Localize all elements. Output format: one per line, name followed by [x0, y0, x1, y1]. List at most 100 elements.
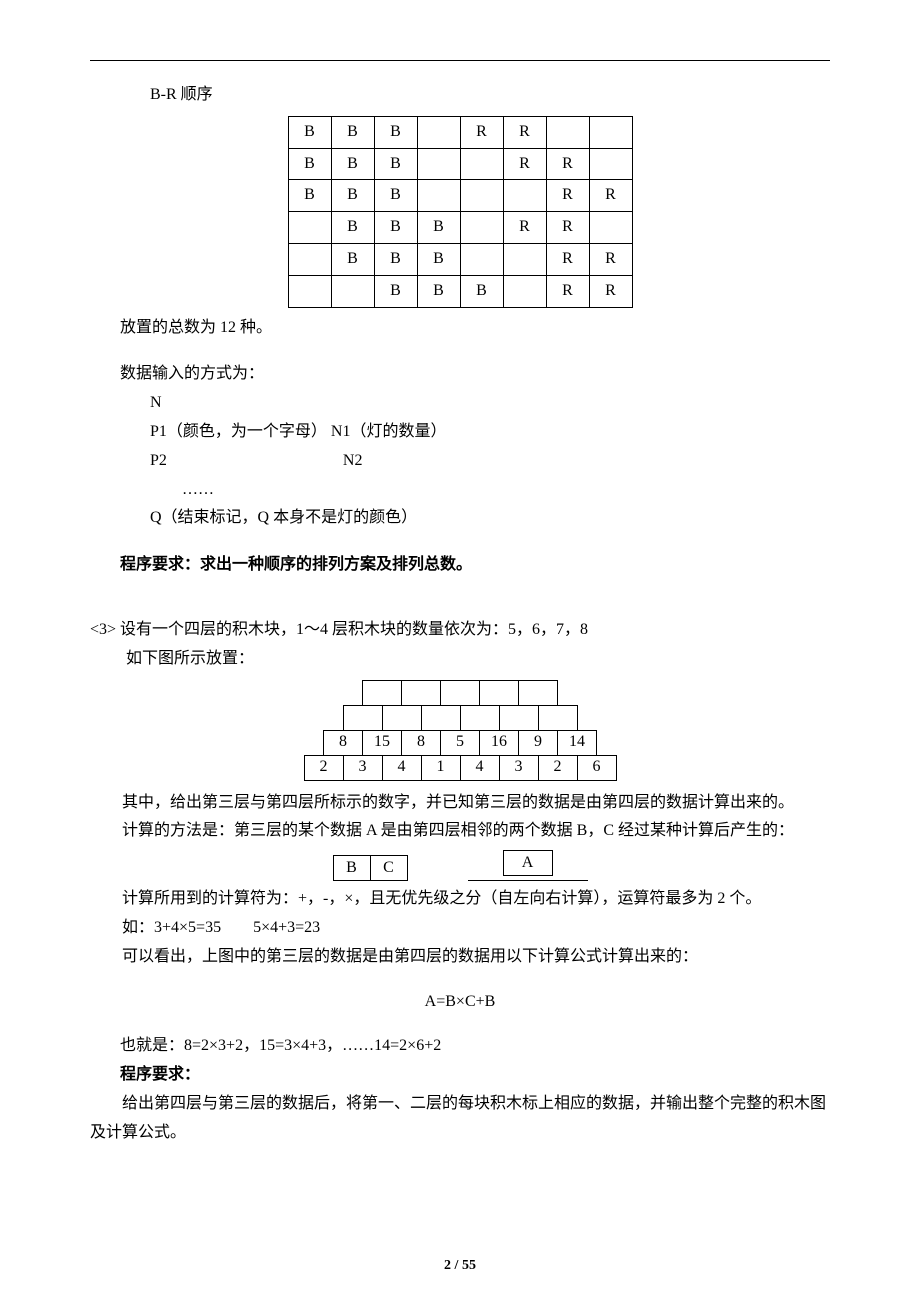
- a-underline: [468, 880, 588, 881]
- pyramid-cell: [343, 705, 383, 731]
- input-line: Q（结束标记，Q 本身不是灯的颜色）: [150, 504, 830, 533]
- table-row: BBBRR: [288, 180, 632, 212]
- header-rule: [90, 60, 830, 61]
- table-cell: R: [546, 180, 589, 212]
- pyramid-cell: [460, 705, 500, 731]
- page-total: 55: [462, 1258, 476, 1273]
- table-cell: [288, 243, 331, 275]
- bc-column: B C: [333, 855, 408, 881]
- problem3-line1: <3> 设有一个四层的积木块，1～4 层积木块的数量依次为：5，6，7，8: [90, 616, 830, 645]
- table-cell: [546, 116, 589, 148]
- table-cell: B: [288, 116, 331, 148]
- req-body: 给出第四层与第三层的数据后，将第一、二层的每块积木标上相应的数据，并输出整个完整…: [90, 1090, 830, 1148]
- table-cell: R: [546, 212, 589, 244]
- c-box: C: [370, 855, 408, 881]
- table-cell: [460, 180, 503, 212]
- table-cell: R: [503, 212, 546, 244]
- table-cell: [288, 212, 331, 244]
- table-cell: R: [589, 275, 632, 307]
- a-box: A: [503, 850, 553, 876]
- table-cell: [460, 212, 503, 244]
- pyramid-cell: [499, 705, 539, 731]
- table-cell: B: [331, 212, 374, 244]
- input-line: N: [150, 389, 830, 418]
- thatis-line: 也就是：8=2×3+2，15=3×4+3，……14=2×6+2: [120, 1032, 830, 1061]
- table-cell: B: [417, 275, 460, 307]
- table-cell: [503, 180, 546, 212]
- table-cell: [589, 116, 632, 148]
- table-cell: B: [374, 180, 417, 212]
- table-cell: [589, 212, 632, 244]
- a-column: A: [468, 850, 588, 881]
- table-cell: [460, 243, 503, 275]
- table-cell: [417, 180, 460, 212]
- pyramid-cell: 16: [479, 730, 519, 756]
- table-cell: [589, 148, 632, 180]
- example-line: 如：3+4×5=35 5×4+3=23: [90, 914, 830, 943]
- explain2: 计算的方法是：第三层的某个数据 A 是由第四层相邻的两个数据 B，C 经过某种计…: [90, 817, 830, 846]
- table-cell: [417, 148, 460, 180]
- pyramid-cell: [518, 680, 558, 706]
- table-cell: [503, 275, 546, 307]
- table-cell: [503, 243, 546, 275]
- table-cell: B: [374, 148, 417, 180]
- input-lines: NP1（颜色，为一个字母） N1（灯的数量）P2 N2 ……Q（结束标记，Q 本…: [90, 389, 830, 533]
- table-cell: [288, 275, 331, 307]
- table-cell: B: [374, 275, 417, 307]
- page-footer: 2 / 55: [0, 1253, 920, 1278]
- bc-row: B C: [333, 855, 408, 881]
- pyramid-cell: 3: [343, 755, 383, 781]
- a-row: A: [503, 850, 553, 876]
- table-cell: B: [331, 180, 374, 212]
- pyramid-cell: [479, 680, 519, 706]
- pyramid-diagram: 815851691423414326: [90, 680, 830, 781]
- table-cell: [460, 148, 503, 180]
- pyramid-row: 8158516914: [323, 730, 597, 756]
- pyramid-cell: 3: [499, 755, 539, 781]
- table-cell: [417, 116, 460, 148]
- pyramid-row: [362, 680, 558, 706]
- pyramid-cell: 2: [538, 755, 578, 781]
- input-line: ……: [150, 476, 830, 505]
- total-line: 放置的总数为 12 种。: [120, 314, 830, 343]
- table-cell: R: [546, 148, 589, 180]
- pyramid-cell: 2: [304, 755, 344, 781]
- requirement-1: 程序要求：求出一种顺序的排列方案及排列总数。: [120, 551, 830, 580]
- input-line: P2 N2: [150, 447, 830, 476]
- table-cell: B: [331, 148, 374, 180]
- ops-line: 计算所用到的计算符为：+，-，×，且无优先级之分（自左向右计算），运算符最多为 …: [90, 885, 830, 914]
- table-cell: R: [546, 275, 589, 307]
- pyramid-cell: 4: [460, 755, 500, 781]
- pyramid-cell: [382, 705, 422, 731]
- table-row: BBBRR: [288, 116, 632, 148]
- table-cell: R: [589, 243, 632, 275]
- pyramid-cell: 5: [440, 730, 480, 756]
- page-num: 2: [444, 1258, 451, 1273]
- table-cell: R: [546, 243, 589, 275]
- pyramid-cell: [421, 705, 461, 731]
- pyramid-cell: 4: [382, 755, 422, 781]
- table-cell: B: [288, 180, 331, 212]
- pyramid-cell: 6: [577, 755, 617, 781]
- page-sep: /: [451, 1258, 462, 1273]
- br-grid-table: BBBRRBBBRRBBBRRBBBRRBBBRRBBBRR: [288, 116, 633, 308]
- table-cell: B: [417, 212, 460, 244]
- problem3-line2: 如下图所示放置：: [126, 645, 830, 674]
- table-cell: R: [503, 148, 546, 180]
- table-cell: B: [374, 243, 417, 275]
- page: B-R 顺序 BBBRRBBBRRBBBRRBBBRRBBBRRBBBRR 放置…: [0, 0, 920, 1302]
- table-cell: R: [503, 116, 546, 148]
- gap: [90, 533, 830, 551]
- gap: [90, 342, 830, 360]
- table-cell: B: [417, 243, 460, 275]
- pyramid-cell: 8: [323, 730, 363, 756]
- table-row: BBBRR: [288, 243, 632, 275]
- table-row: BBBRR: [288, 212, 632, 244]
- br-title: B-R 顺序: [150, 81, 830, 110]
- table-cell: B: [374, 212, 417, 244]
- problem3-tag: <3>: [90, 621, 116, 638]
- pyramid-cell: [362, 680, 402, 706]
- table-row: BBBRR: [288, 275, 632, 307]
- gap: [90, 580, 830, 616]
- problem3-text1: 设有一个四层的积木块，1～4 层积木块的数量依次为：5，6，7，8: [120, 621, 588, 638]
